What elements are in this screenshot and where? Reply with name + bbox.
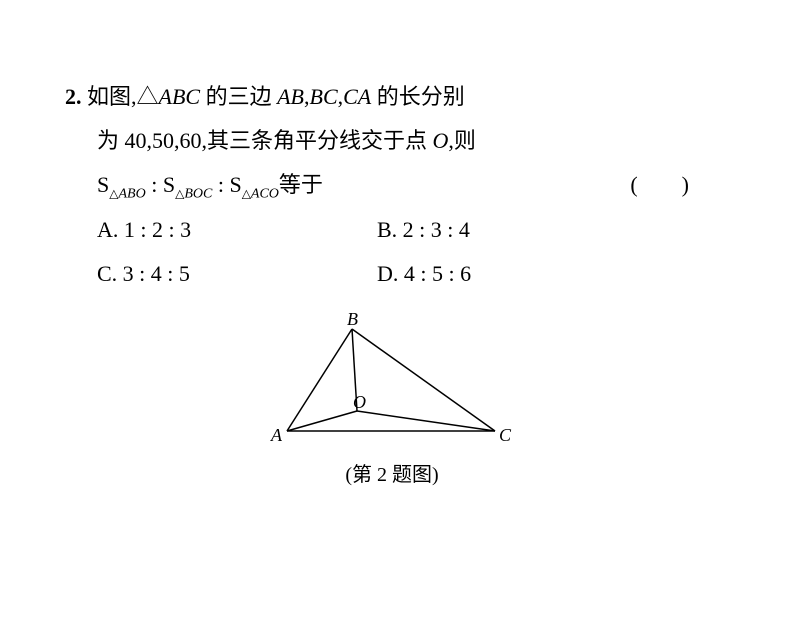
- question-line-3: S△ABO : S△BOC : S△ACO等于 ( ): [97, 163, 719, 208]
- ab-label: AB: [277, 84, 304, 109]
- s-symbol: S: [229, 172, 241, 197]
- figure-caption: (第 2 题图): [65, 458, 719, 487]
- text-part: 为 40,50,60,其三条角平分线交于点: [97, 128, 433, 153]
- ca-label: CA: [343, 84, 371, 109]
- abo-subscript: ABO: [118, 186, 145, 201]
- svg-text:O: O: [353, 392, 366, 412]
- triangle-figure: B A C O: [257, 311, 527, 456]
- options-row-1: A. 1 : 2 : 3 B. 2 : 3 : 4: [97, 208, 719, 252]
- colon: :: [146, 172, 163, 197]
- option-b: B. 2 : 3 : 4: [377, 208, 719, 252]
- text-part: ,则: [448, 128, 476, 153]
- boc-subscript: BOC: [184, 186, 212, 201]
- s-symbol: S: [97, 172, 109, 197]
- triangle-subscript: △: [175, 186, 184, 200]
- text-part: 等于: [279, 172, 323, 197]
- triangle-subscript: △: [242, 186, 251, 200]
- abc-label: ABC: [159, 84, 201, 109]
- svg-text:C: C: [499, 425, 512, 445]
- triangle-svg: B A C O: [257, 311, 527, 451]
- option-d: D. 4 : 5 : 6: [377, 252, 719, 296]
- answer-blank: ( ): [630, 163, 689, 207]
- question-line-2: 为 40,50,60,其三条角平分线交于点 O,则: [97, 119, 719, 163]
- question-number: 2.: [65, 84, 82, 109]
- o-label: O: [433, 128, 449, 153]
- s-symbol: S: [163, 172, 175, 197]
- svg-text:A: A: [270, 425, 283, 445]
- question-line-1: 2. 如图,△ABC 的三边 AB,BC,CA 的长分别: [65, 75, 719, 119]
- bc-label: BC: [310, 84, 338, 109]
- option-a: A. 1 : 2 : 3: [97, 208, 377, 252]
- text-part: 的长分别: [371, 84, 465, 109]
- colon: :: [212, 172, 229, 197]
- svg-text:B: B: [347, 311, 358, 329]
- figure-container: B A C O (第 2 题图): [65, 311, 719, 487]
- aco-subscript: ACO: [251, 186, 279, 201]
- text-part: 如图,: [82, 84, 137, 109]
- option-c: C. 3 : 4 : 5: [97, 252, 377, 296]
- triangle-symbol: △: [137, 84, 159, 109]
- text-part: 的三边: [200, 84, 277, 109]
- options-row-2: C. 3 : 4 : 5 D. 4 : 5 : 6: [97, 252, 719, 296]
